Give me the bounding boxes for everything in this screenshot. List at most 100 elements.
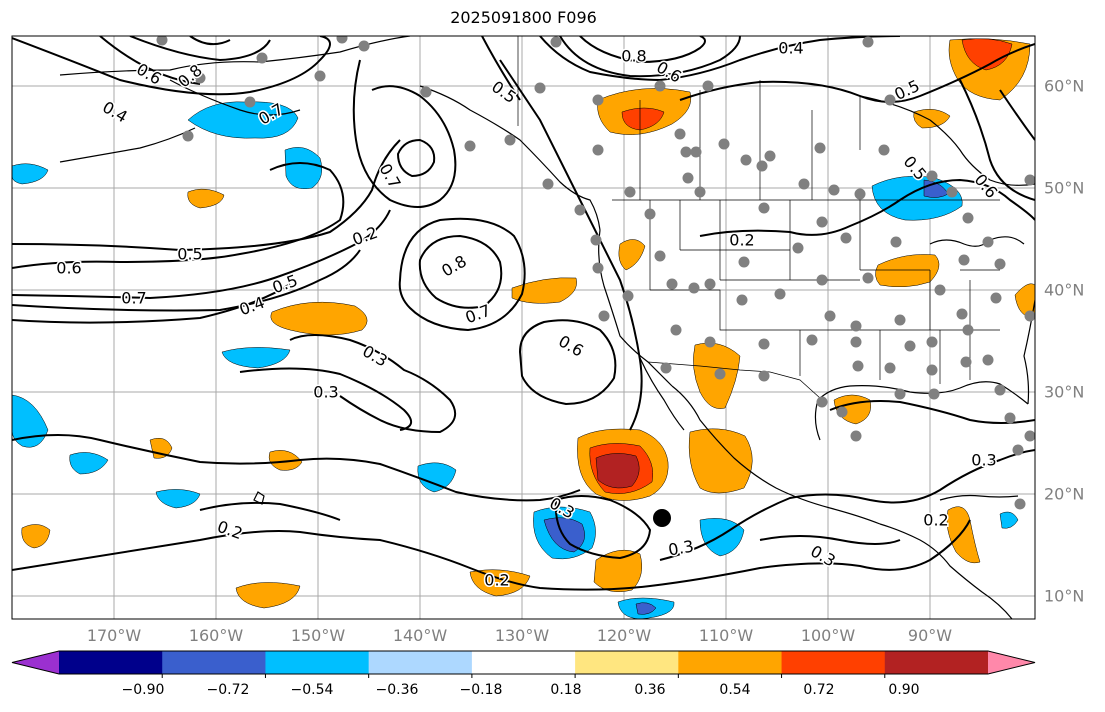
colorbar: [11, 650, 1036, 678]
contour-label: 0.2: [729, 231, 754, 250]
lon-label-170w: 170°W: [86, 626, 142, 645]
field-orange-hudson: [913, 109, 951, 129]
contour-0.7-gulf: [189, 36, 231, 46]
contour-0.5-mid: [12, 249, 361, 312]
contour-0.7-right: [999, 89, 1035, 141]
contour-0.5-ne: [679, 43, 1035, 103]
lon-label-130w: 130°W: [494, 626, 550, 645]
field-blue-west1: [12, 163, 49, 185]
colorbar-segment: [368, 651, 473, 674]
colorbar-tick: 0.72: [803, 682, 835, 698]
field-orange-pacific-mid: [270, 301, 368, 336]
lat-label-50n: 50°N: [1044, 178, 1085, 198]
field-blue-carib: [999, 511, 1019, 529]
lat-label-40n: 40°N: [1044, 280, 1085, 300]
contour-0.3-pacific: [239, 367, 412, 431]
field-orange-mexico-coast: [688, 428, 753, 494]
field-orange-east: [1014, 283, 1035, 319]
contour-label: 0.4: [778, 39, 803, 58]
colorbar-segment: [471, 651, 576, 674]
contour-0.6-north: [99, 36, 201, 85]
field-orange-central-am: [946, 506, 981, 564]
colorbar-segment: [678, 651, 783, 674]
colorbar-segment: [59, 651, 163, 674]
contour-0.8-loop: [418, 234, 503, 309]
contour-0.7-loop: [398, 217, 526, 332]
contour-0.5-east: [481, 36, 521, 101]
contour-0.2-south: [12, 519, 971, 591]
field-blue-pacific2: [221, 347, 291, 369]
province-lines: [639, 80, 861, 200]
map-background: [12, 36, 1035, 619]
colorbar-tick: 0.36: [634, 682, 666, 698]
colorbar-segment: [884, 651, 989, 674]
contour-0.3-east: [829, 400, 1035, 424]
map-content: 0.40.80.80.60.50.70.60.50.70.40.50.60.80…: [12, 36, 1035, 619]
lat-label-30n: 30°N: [1044, 382, 1085, 402]
lon-label-160w: 160°W: [188, 626, 244, 645]
border-us-mexico: [647, 361, 821, 399]
field-orange-pac8: [469, 569, 531, 597]
field-blue-pac5: [155, 489, 201, 509]
field-darkred-baja-south: [595, 453, 640, 489]
contour-label: 0.8: [621, 47, 646, 66]
field-orange-nw: [187, 188, 225, 209]
contour-0.4-north: [12, 36, 331, 96]
contour-label: 0.6: [56, 259, 81, 278]
contour-0.3-right: [759, 535, 901, 545]
colorbar-segment: [781, 651, 886, 674]
field-blue-aleutian: [187, 101, 299, 139]
contour-0.3-mid: [659, 449, 1035, 561]
coastline-baja: [639, 357, 881, 525]
contour-0.7-innerloop: [396, 138, 436, 178]
contour-0.7-center: [352, 59, 457, 208]
field-blue-gulf: [284, 147, 322, 189]
colorbar-tick: −0.90: [121, 682, 165, 698]
lon-label-100w: 100°W: [800, 626, 856, 645]
contour-0.4-east: [539, 36, 901, 82]
colorbar-tick: −0.54: [290, 682, 334, 698]
lon-label-120w: 120°W: [596, 626, 652, 645]
lon-label-90w: 90°W: [907, 626, 953, 645]
contour-label: 0.3: [971, 451, 996, 470]
contour-0.6-west: [12, 162, 345, 269]
colorbar-segment: [265, 651, 370, 674]
field-blue-pacific3: [12, 394, 49, 448]
colorbar-extend-low: [12, 651, 59, 674]
contour-label: 0.7: [121, 289, 146, 308]
field-blue-pac6: [417, 462, 457, 493]
contour-label: 0.3: [313, 383, 338, 402]
contour-label: 0.2: [923, 511, 948, 530]
colorbar-segment: [162, 651, 266, 674]
field-red-ne: [961, 38, 1013, 71]
colorbar-outline: [11, 650, 1036, 675]
contour-0.5-pacific: [289, 334, 457, 434]
field-blue-pacific4: [69, 452, 109, 475]
lat-label-10n: 10°N: [1044, 586, 1085, 606]
colorbar-tick: 0.18: [550, 682, 582, 698]
island-hawaii: [253, 491, 265, 505]
contour-0.7-west: [12, 209, 391, 300]
lon-label-140w: 140°W: [392, 626, 448, 645]
field-red-canada: [621, 107, 665, 131]
lon-label-150w: 150°W: [290, 626, 346, 645]
colorbar-segment: [575, 651, 679, 674]
colorbar-tick: 0.54: [719, 682, 751, 698]
coastline-bc: [419, 85, 601, 231]
coastline-greatlakes: [929, 236, 1025, 247]
contour-0.8-ne: [579, 36, 706, 64]
station-dots: [156, 36, 1035, 510]
colorbar-tick: −0.72: [206, 682, 250, 698]
contour-0.2-us: [699, 178, 1035, 237]
contour-0.3-south: [12, 434, 581, 502]
lon-label-110w: 110°W: [698, 626, 754, 645]
lat-label-20n: 20°N: [1044, 484, 1085, 504]
land-outlines: [59, 36, 1035, 619]
coastline-central-am: [879, 494, 1019, 619]
colorbar-extend-high: [988, 651, 1035, 674]
contour-label: 0.2: [484, 571, 509, 590]
field-navy-sw: [543, 517, 585, 553]
map-frame: [11, 35, 1036, 620]
colorbar-tick: 0.90: [888, 682, 920, 698]
